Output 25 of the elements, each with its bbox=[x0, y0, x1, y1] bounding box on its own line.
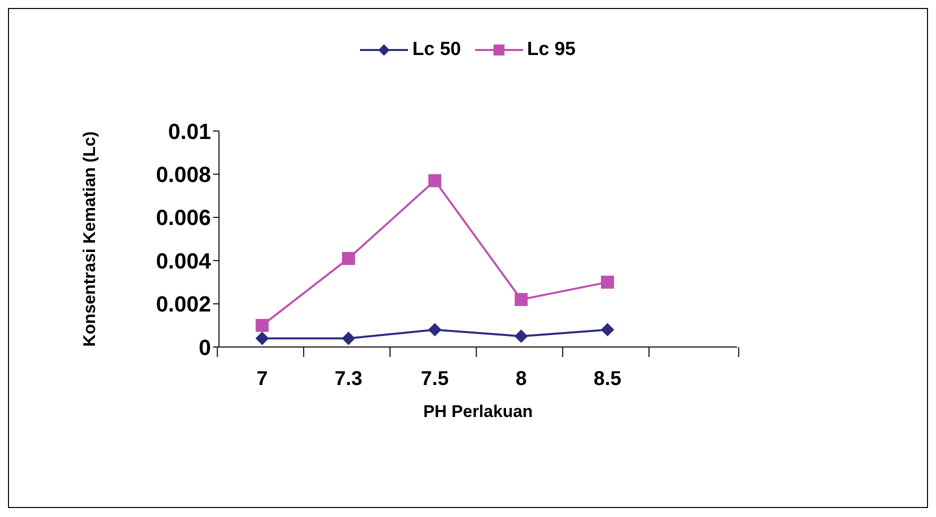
point bbox=[256, 318, 269, 332]
x-tick-label: 7.3 bbox=[334, 368, 362, 390]
point bbox=[514, 330, 528, 343]
point bbox=[428, 323, 442, 336]
legend-label: Lc 50 bbox=[412, 39, 461, 61]
y-tick-label: 0 bbox=[198, 334, 211, 360]
y-tick-label: 0.01 bbox=[168, 118, 211, 144]
y-tick-label: 0.006 bbox=[156, 205, 211, 230]
y-tick-label: 0.002 bbox=[156, 292, 211, 317]
point bbox=[601, 323, 614, 336]
x-axis-title: PH Perlakuan bbox=[423, 402, 533, 421]
x-tick-label: 7.5 bbox=[420, 368, 449, 390]
point bbox=[514, 292, 528, 306]
point bbox=[256, 332, 269, 345]
x-tick-label: 8 bbox=[516, 368, 527, 390]
y-axis-title: Konsentrasi Kematian (Lc) bbox=[80, 131, 100, 347]
point bbox=[428, 174, 442, 188]
y-tick-label: 0.008 bbox=[156, 162, 211, 188]
x-tick-label: 8.5 bbox=[594, 368, 622, 390]
point bbox=[601, 276, 614, 289]
legend-label: Lc 95 bbox=[527, 39, 576, 61]
point bbox=[342, 332, 355, 345]
point bbox=[342, 252, 355, 265]
y-tick-label: 0.004 bbox=[156, 248, 212, 274]
x-tick-label: 7 bbox=[256, 368, 268, 390]
